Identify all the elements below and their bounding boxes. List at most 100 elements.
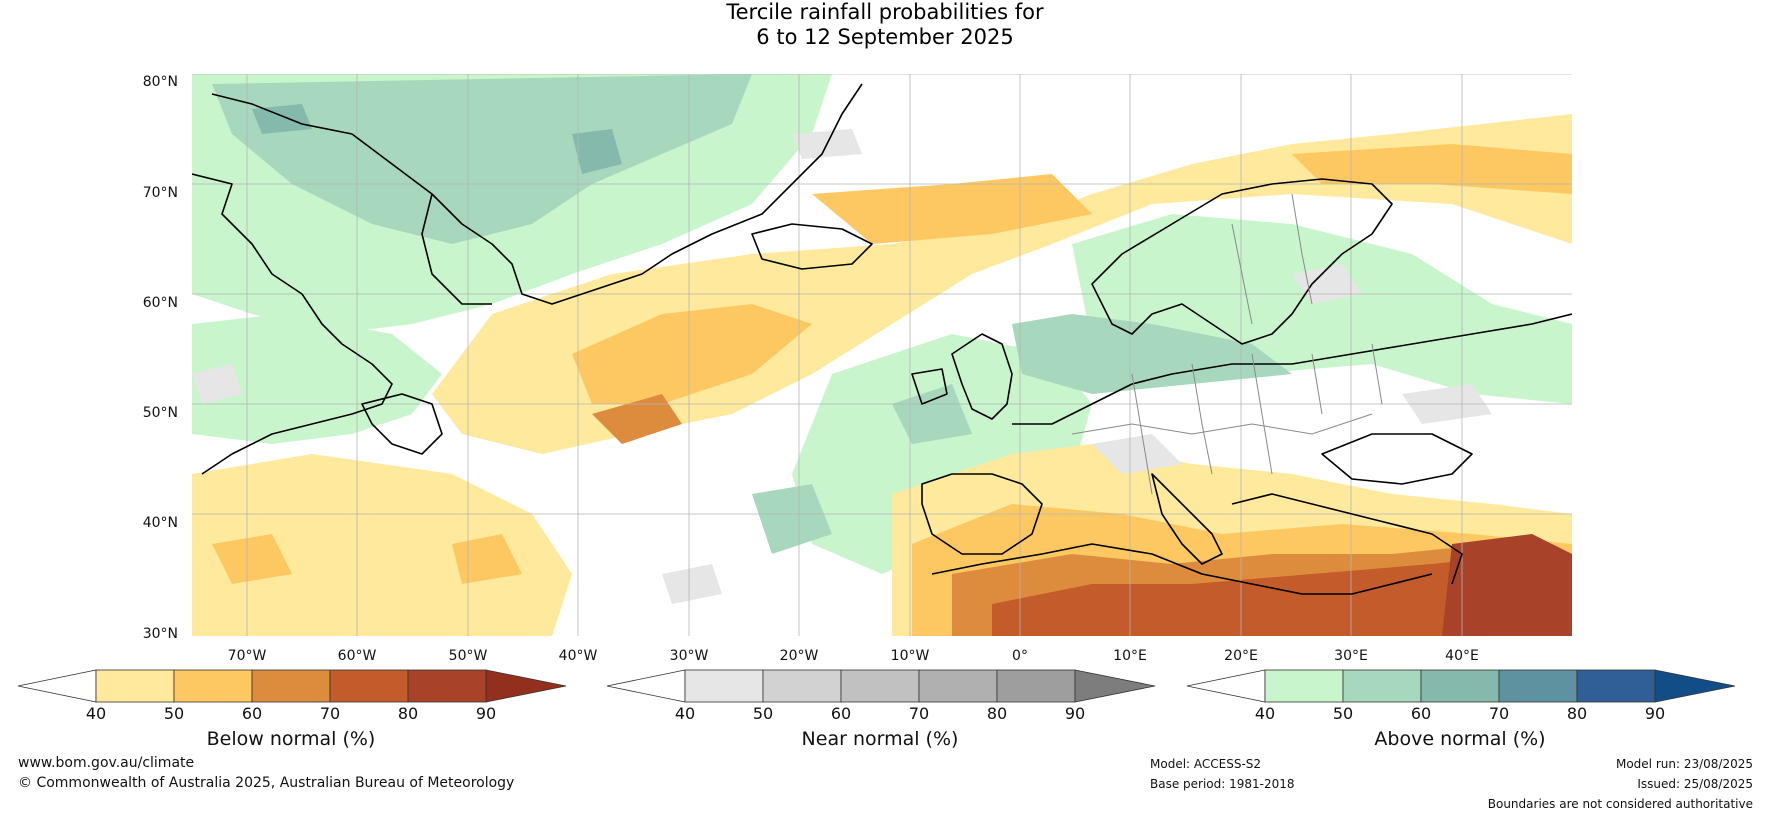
coastline-scandinavia: [1091, 178, 1393, 345]
lon-label-40e: 40°E: [1445, 648, 1479, 664]
lon-label-60w: 60°W: [337, 648, 377, 664]
colorbar-above-tick-60: 60: [1410, 704, 1432, 723]
below-normal-region-atlantic-core: [592, 394, 682, 444]
footer-issued: Issued: 25/08/2025: [1637, 777, 1753, 791]
footer-base-period: Base period: 1981-2018: [1150, 777, 1295, 791]
lat-label-30n: 30°N: [142, 626, 178, 642]
colorbar-near-tick-70: 70: [908, 704, 930, 723]
colorbar-below-normal: [17, 669, 567, 703]
country-boundaries: [1071, 193, 1383, 495]
lon-label-40w: 40°W: [558, 648, 598, 664]
footer-model-run: Model run: 23/08/2025: [1615, 757, 1753, 771]
colorbar-above-bin-60-70: [1420, 669, 1500, 703]
colorbar-above-bin-40-50: [1264, 669, 1344, 703]
below-normal-region-middle-east-peak: [1442, 534, 1572, 636]
colorbar-above-tick-50: 50: [1332, 704, 1354, 723]
boundary-lines-europe: [1071, 193, 1383, 495]
below-normal-region-azores: [192, 454, 572, 636]
lon-label-50w: 50°W: [448, 648, 488, 664]
coastline-western-europe: [1012, 313, 1572, 425]
colorbar-near-tick-50: 50: [752, 704, 774, 723]
coastline-newfoundland: [361, 393, 443, 455]
colorbar-below-tick-70: 70: [319, 704, 341, 723]
colorbar-below-tick-60: 60: [241, 704, 263, 723]
colorbar-below-arrow-left: [17, 669, 97, 703]
rainfall-probability-map: [192, 74, 1572, 636]
lat-label-80n: 80°N: [142, 74, 178, 90]
above-normal-region-greenland-peak: [252, 104, 622, 174]
title-line-2: 6 to 12 September 2025: [756, 25, 1014, 49]
coastline-black-sea: [1321, 433, 1473, 485]
colorbar-above-bin-50-60: [1342, 669, 1422, 703]
colorbar-above-bin-70-80: [1498, 669, 1578, 703]
colorbar-near-arrow-right: [1074, 669, 1156, 703]
above-normal-region-greenland-core: [212, 74, 752, 244]
colorbar-near-bin-60-70: [840, 669, 920, 703]
lon-label-0: 0°: [1012, 648, 1028, 664]
colorbar-below-tick-50: 50: [163, 704, 185, 723]
colorbar-near-normal: [606, 669, 1156, 703]
coastline-labrador: [192, 173, 393, 475]
coastline-greenland-west: [211, 83, 863, 305]
lat-label-60n: 60°N: [142, 295, 178, 311]
below-normal-region-atlantic-mid: [572, 144, 1572, 404]
above-normal-region-mid-atlantic-core: [752, 384, 972, 554]
lon-label-30w: 30°W: [669, 648, 709, 664]
footer-website-link[interactable]: www.bom.gov.au/climate: [18, 755, 195, 771]
colorbar-near-tick-80: 80: [986, 704, 1008, 723]
colorbar-below-tick-80: 80: [397, 704, 419, 723]
colorbar-below-bin-70-80: [329, 669, 409, 703]
colorbar-near-bin-40-50: [684, 669, 764, 703]
lon-label-10e: 10°E: [1113, 648, 1147, 664]
title-line-1: Tercile rainfall probabilities for: [726, 0, 1044, 24]
colorbar-below-tick-40: 40: [85, 704, 107, 723]
colorbar-above-arrow-right: [1654, 669, 1736, 703]
coastline-eastern-med: [1231, 493, 1463, 585]
lat-label-70n: 70°N: [142, 185, 178, 201]
lon-label-70w: 70°W: [227, 648, 267, 664]
colorbar-near-title: Near normal (%): [801, 728, 959, 750]
below-normal-region-azores-core: [212, 534, 522, 584]
colorbar-above-bin-80-90: [1576, 669, 1656, 703]
colorbar-near-arrow-left: [606, 669, 686, 703]
colorbar-near-tick-90: 90: [1064, 704, 1086, 723]
colorbar-near-tick-60: 60: [830, 704, 852, 723]
coastline-italy: [1151, 473, 1223, 565]
footer-copyright: © Commonwealth of Australia 2025, Austra…: [18, 775, 515, 791]
above-normal-region-baltic-core: [1012, 314, 1292, 394]
colorbar-above-tick-90: 90: [1644, 704, 1666, 723]
coastline-iberia: [921, 473, 1043, 555]
lat-label-50n: 50°N: [142, 405, 178, 421]
colorbar-above-tick-70: 70: [1488, 704, 1510, 723]
chart-title: Tercile rainfall probabilities for 6 to …: [0, 0, 1770, 50]
lon-label-20w: 20°W: [779, 648, 819, 664]
colorbar-below-arrow-right: [485, 669, 567, 703]
lon-label-10w: 10°W: [890, 648, 930, 664]
footer-disclaimer: Boundaries are not considered authoritat…: [1487, 797, 1753, 811]
colorbar-above-title: Above normal (%): [1374, 728, 1546, 750]
probability-shading: [192, 74, 1572, 636]
colorbar-near-bin-50-60: [762, 669, 842, 703]
above-normal-region-labrador: [192, 314, 442, 444]
colorbar-above-arrow-left: [1186, 669, 1266, 703]
colorbar-below-bin-40-50: [95, 669, 175, 703]
colorbar-below-bin-60-70: [251, 669, 331, 703]
colorbar-below-tick-90: 90: [475, 704, 497, 723]
colorbar-near-bin-80-90: [996, 669, 1076, 703]
colorbar-near-tick-40: 40: [674, 704, 696, 723]
coastline-north-africa: [931, 543, 1433, 595]
footer-model: Model: ACCESS-S2: [1150, 757, 1262, 771]
map-canvas: [192, 74, 1572, 636]
lat-label-40n: 40°N: [142, 515, 178, 531]
coastline-british-isles: [911, 333, 1013, 420]
coastline-greenland-south: [421, 193, 492, 305]
lon-label-20e: 20°E: [1224, 648, 1258, 664]
lon-label-30e: 30°E: [1334, 648, 1368, 664]
colorbar-below-title: Below normal (%): [206, 728, 376, 750]
colorbar-above-tick-40: 40: [1254, 704, 1276, 723]
map-gridlines: [192, 74, 1572, 636]
colorbar-above-tick-80: 80: [1566, 704, 1588, 723]
coastline-iceland: [751, 223, 873, 270]
colorbar-near-bin-70-80: [918, 669, 998, 703]
colorbar-below-bin-50-60: [173, 669, 253, 703]
